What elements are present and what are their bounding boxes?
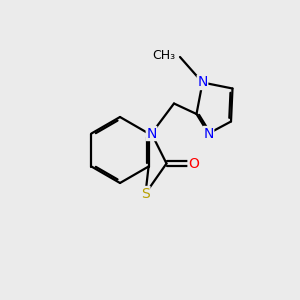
Text: N: N (146, 127, 157, 140)
Text: N: N (203, 127, 214, 140)
Text: S: S (141, 187, 150, 200)
Text: O: O (188, 157, 199, 170)
Text: N: N (197, 76, 208, 89)
Text: CH₃: CH₃ (152, 49, 176, 62)
